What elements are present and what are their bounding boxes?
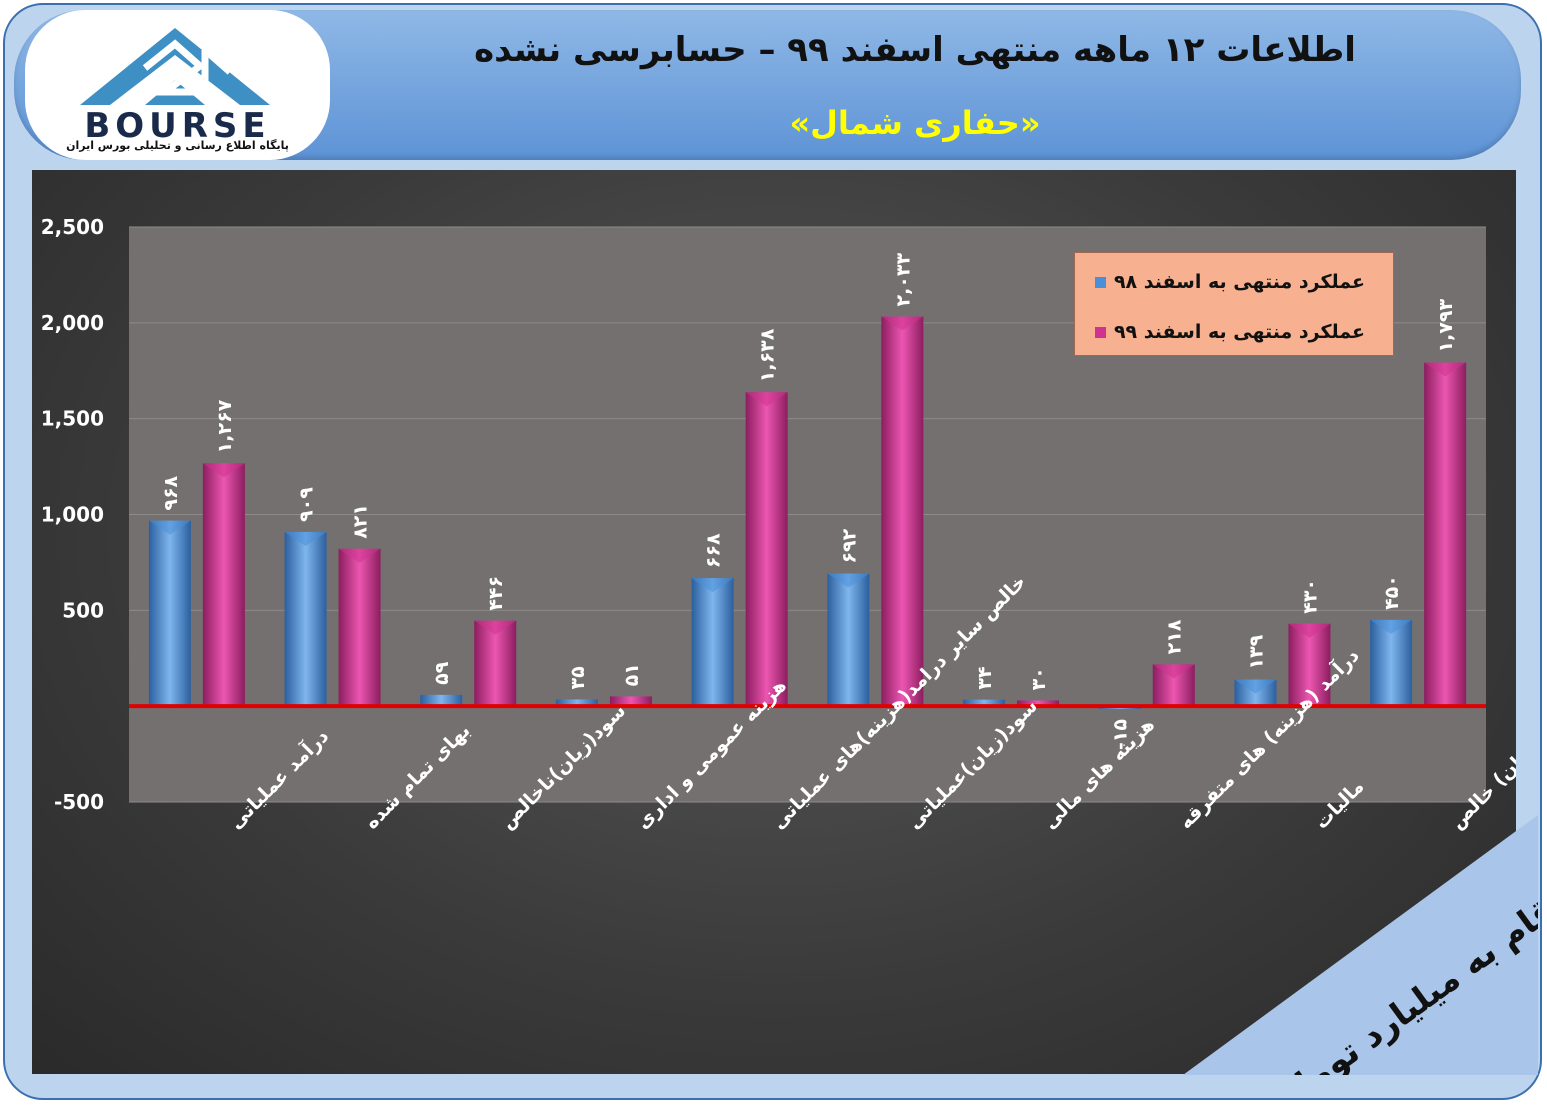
- bar-cap: [1152, 664, 1195, 679]
- data-label: ۵۹: [431, 661, 453, 685]
- logo-tagline: پایگاه اطلاع رسانی و تحلیلی بورس ایران: [66, 139, 289, 152]
- bar-cap: [691, 578, 734, 593]
- units-banner-shape: [1183, 815, 1538, 1075]
- bar-series2: [474, 620, 517, 707]
- bar-series2: [1288, 623, 1331, 707]
- y-tick-label: 2,500: [41, 215, 104, 239]
- bar-cap: [338, 548, 381, 563]
- bar: [745, 392, 788, 707]
- bar-series1: [555, 699, 598, 707]
- data-label: ۳۰: [1028, 667, 1050, 690]
- data-label: ۵۱: [621, 663, 643, 686]
- bar: [963, 699, 1006, 707]
- data-label: ۲,۰۳۳: [892, 253, 914, 307]
- bar-series1: [827, 573, 870, 707]
- legend: عملکرد منتهی به اسفند ۹۸ عملکرد منتهی به…: [1074, 252, 1394, 356]
- legend-swatch-blue: [1094, 276, 1106, 288]
- data-label: ۱,۲۶۷: [214, 399, 236, 453]
- bar-cap: [1288, 623, 1331, 638]
- bar-series1: [148, 520, 191, 707]
- bar-series2: [1152, 664, 1195, 707]
- y-tick-label: 500: [62, 598, 104, 622]
- bar: [148, 520, 191, 707]
- legend-swatch-pink: [1094, 326, 1106, 338]
- bar-chart: 2,500 2,000 1,500 1,000 500 -500 ۹۶۸ ۹۰۹ ۵۹ ۳۵ ۶۶…: [41, 215, 1516, 834]
- legend-item-series2: عملکرد منتهی به اسفند ۹۹: [1094, 319, 1365, 345]
- bar: [202, 463, 245, 707]
- bar-series2: [609, 696, 652, 707]
- data-label: ۱۳۹: [1245, 634, 1267, 669]
- logo-word: BOURSE: [84, 106, 271, 146]
- bar-series2: [1424, 362, 1467, 707]
- bar-cap: [284, 531, 327, 546]
- y-tick-label: -500: [54, 790, 104, 814]
- data-label: ۶۶۸: [703, 533, 725, 568]
- bar-series1: [284, 531, 327, 707]
- bar-cap: [1424, 362, 1467, 377]
- bar-cap: [474, 620, 517, 635]
- data-label: ۸۲۱: [350, 504, 372, 539]
- data-label: -۱۵: [1110, 719, 1132, 750]
- data-label: ۲۱۸: [1164, 619, 1186, 654]
- bar-series2: [202, 463, 245, 707]
- data-label: ۹۶۸: [160, 475, 182, 510]
- legend-item-series1: عملکرد منتهی به اسفند ۹۸: [1094, 269, 1365, 295]
- data-label: ۱,۶۳۸: [757, 328, 779, 382]
- bar: [881, 316, 924, 707]
- bar: [691, 578, 734, 707]
- bar: [1370, 619, 1413, 707]
- data-label: ۳۴: [974, 666, 996, 689]
- bar-series1: [420, 694, 463, 707]
- bar: [1424, 362, 1467, 707]
- logo-mark-icon: [80, 28, 270, 105]
- bar-cap: [745, 392, 788, 407]
- bar-series2: [338, 548, 381, 707]
- bar-cap: [827, 573, 870, 588]
- bar-cap: [881, 316, 924, 331]
- bar: [609, 696, 652, 707]
- data-label: ۴۴۶: [485, 576, 507, 611]
- bar: [474, 620, 517, 707]
- y-axis: 2,500 2,000 1,500 1,000 500 -500: [41, 215, 104, 814]
- data-label: ۹۰۹: [296, 487, 318, 522]
- bar-cap: [1234, 679, 1277, 694]
- page-title: اطلاعات ۱۲ ماهه منتهی اسفند ۹۹ – حسابرسی…: [474, 30, 1356, 70]
- chart-panel: 2,500 2,000 1,500 1,000 500 -500 ۹۶۸ ۹۰۹ ۵۹ ۳۵ ۶۶…: [32, 170, 1516, 1074]
- bar-series1: [1370, 619, 1413, 707]
- bar: [420, 694, 463, 707]
- bar: [827, 573, 870, 707]
- y-tick-label: 1,500: [41, 407, 104, 431]
- bar: [1017, 700, 1060, 707]
- bar-series1: [691, 578, 734, 707]
- company-name: «حفاری شمال»: [789, 104, 1041, 142]
- bar-cap: [202, 463, 245, 478]
- legend-label: عملکرد منتهی به اسفند ۹۹: [1113, 321, 1365, 343]
- y-tick-label: 1,000: [41, 503, 104, 527]
- bar-series1: [1234, 679, 1277, 707]
- data-label: ۶۹۲: [838, 528, 860, 563]
- bourse-logo: BOURSE پایگاه اطلاع رسانی و تحلیلی بورس …: [25, 10, 330, 160]
- data-label: ۱,۷۹۳: [1435, 299, 1457, 353]
- legend-label: عملکرد منتهی به اسفند ۹۸: [1113, 271, 1365, 293]
- bars: ۹۶۸ ۹۰۹ ۵۹ ۳۵ ۶۶۸ ۶۹۲ ۳۴ -۱۵ ۱۳۹ ۴۵۰ ۱,۲۶۷ ۸۲۱ ۴۴۶ ۵۱…: [148, 253, 1467, 750]
- bar-series2: [745, 392, 788, 707]
- bar-series2: [881, 316, 924, 707]
- bar-cap: [148, 520, 191, 535]
- bar-cap: [1370, 619, 1413, 634]
- bar: [555, 699, 598, 707]
- data-label: ۳۵: [567, 666, 589, 690]
- units-banner: ارقام به میلیارد تومان: [1183, 815, 1538, 1075]
- data-label: ۴۳۰: [1299, 579, 1321, 614]
- bar-series1: [963, 699, 1006, 707]
- bar: [338, 548, 381, 707]
- data-label: ۴۵۰: [1381, 575, 1403, 610]
- y-tick-label: 2,000: [41, 311, 104, 335]
- bar: [284, 531, 327, 707]
- bar-series2: [1017, 700, 1060, 707]
